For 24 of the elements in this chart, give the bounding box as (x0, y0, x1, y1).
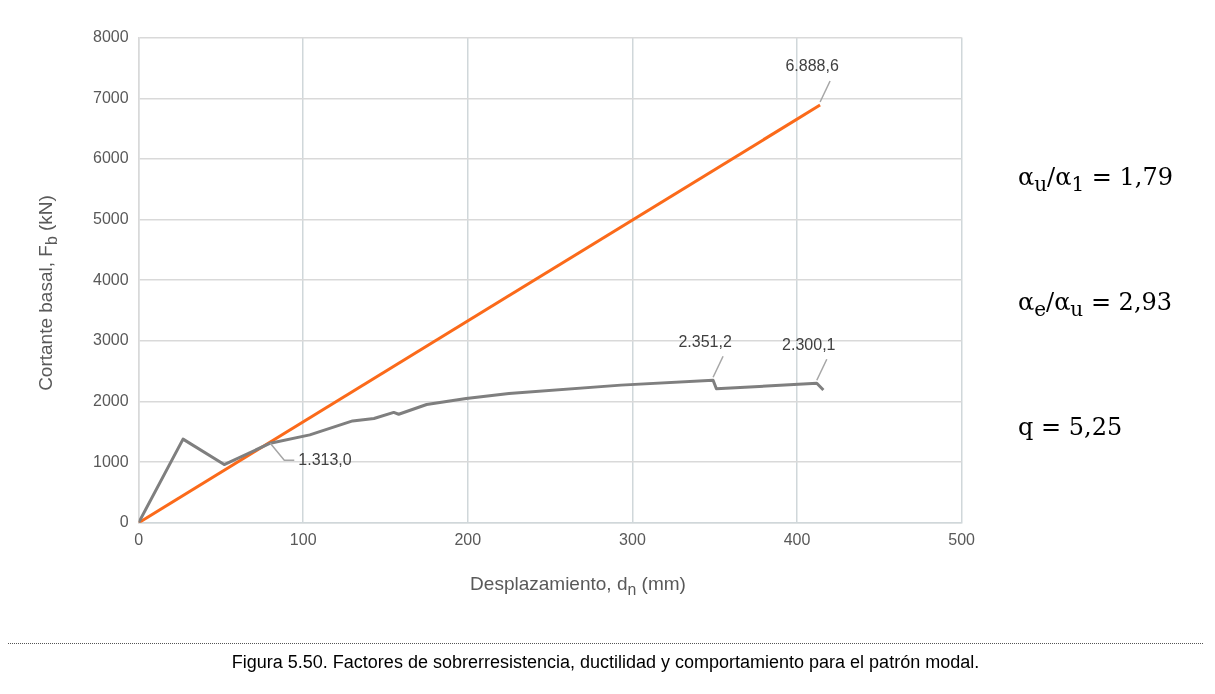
data-label: 2.351,2 (678, 332, 732, 350)
data-label: 1.313,0 (298, 450, 352, 468)
x-tick-label: 500 (948, 530, 976, 548)
y-tick-label: 8000 (93, 28, 129, 46)
data-label: 6.888,6 (785, 57, 839, 75)
x-tick-label: 100 (289, 530, 317, 548)
y-tick-label: 1000 (93, 452, 129, 470)
y-tick-label: 7000 (93, 88, 129, 106)
data-label: 2.300,1 (782, 335, 836, 353)
y-tick-label: 2000 (93, 391, 129, 409)
y-tick-label: 3000 (93, 331, 129, 349)
text: q = 5,25 (1018, 413, 1123, 441)
text: Figura 5.50. Factores de sobrerresistencia, ductilidad y comportamiento para el patrón modal. (8, 643, 1203, 673)
x-axis-title: Desplazamiento, d$_{n}$ (mm) (470, 573, 686, 599)
x-tick-label: 200 (454, 530, 482, 548)
y-tick-label: 0 (119, 513, 129, 531)
x-tick-label: 300 (619, 530, 646, 548)
y-tick-label: 6000 (93, 149, 129, 167)
x-tick-label: 0 (134, 530, 144, 548)
text: α$_{u}$/α$_{1}$ = 1,79 (1018, 163, 1173, 196)
text: α$_{e}$/α$_{u}$ = 2,93 (1018, 288, 1173, 321)
y-tick-label: 5000 (93, 209, 129, 227)
y-tick-label: 4000 (93, 270, 129, 288)
x-tick-label: 400 (783, 530, 811, 548)
